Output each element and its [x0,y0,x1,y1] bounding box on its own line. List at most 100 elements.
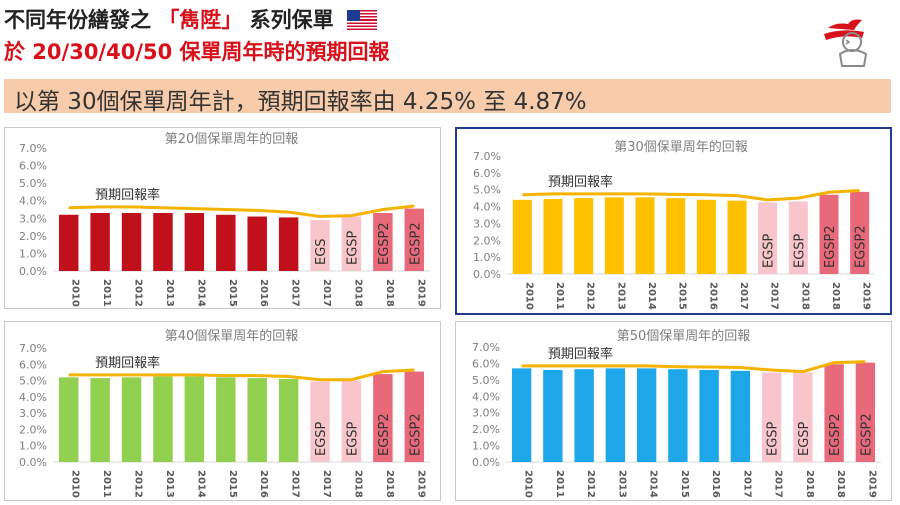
x-tick-label: 2011 [101,470,112,498]
bar [341,216,362,271]
y-tick-label: 6.0% [472,357,500,370]
x-tick-label: 2017 [769,282,780,310]
x-tick-label: 2017 [738,282,749,310]
bar-label: EGSP2 [377,222,392,265]
bar [216,214,236,271]
chart-title: 第50個保單周年的回報 [617,328,751,344]
y-tick-label: 2.0% [473,234,501,247]
chart-20: 第20個保單周年的回報 0.0% 1.0% 2.0% 3.0% 4.0% 5.0% 6.0% 7… [19,131,430,307]
bar-label: EGSP2 [859,413,874,456]
y-tick-label: 5.0% [19,177,47,190]
x-tick-label: 2015 [677,282,688,310]
bar [90,378,110,462]
x-tick-label: 2018 [384,279,395,307]
x-tick-label: 2010 [70,279,81,307]
bar [788,201,808,274]
x-tick-label: 2016 [258,470,269,498]
x-tick-label: 2019 [866,470,877,498]
bar-label: EGSP [797,421,812,456]
title-brand: 「雋陞」 [158,8,243,32]
x-tick-label: 2017 [290,279,301,307]
bar [761,372,782,462]
bar [758,202,778,274]
x-tick-label: 2019 [415,470,426,498]
x-tick-label: 2018 [799,282,810,310]
series-line [68,368,415,382]
bar-label: EGSP2 [408,222,423,265]
y-tick-label: 7.0% [19,142,47,155]
series-line [521,360,866,374]
y-tick-label: 4.0% [473,201,501,214]
y-tick-label: 1.0% [19,440,47,453]
bar [699,370,719,462]
bar [574,369,594,462]
line-label: 預期回報率 [548,346,613,362]
y-tick-label: 3.0% [19,212,47,225]
bar [543,370,563,462]
title-prefix: 不同年份繕發之 [4,8,151,32]
bar-label: EGSP [766,421,781,456]
bar [404,371,425,462]
bar-label: EGSP2 [823,225,838,268]
y-tick-label: 4.0% [19,391,47,404]
bar [58,377,79,462]
x-tick-label: 2015 [227,470,238,498]
bar [184,213,205,271]
y-tick-label: 6.0% [473,167,501,180]
us-flag-icon [346,10,377,30]
y-tick-label: 5.0% [472,374,500,387]
x-tick-label: 2018 [830,282,841,310]
chart-50: 第50個保單周年的回報 0.0% 1.0% 2.0% 3.0% 4.0% 5.0% 6.0% 7… [472,328,881,498]
x-tick-label: 2014 [648,470,659,498]
chart-30: 第30個保單周年的回報 0.0% 1.0% 2.0% 3.0% 4.0% 5.0% 6.0% 7… [473,139,875,310]
y-tick-label: 0.0% [19,456,47,469]
line-label: 預期回報率 [548,174,613,190]
chart-title: 第20個保單周年的回報 [165,131,299,147]
x-tick-label: 2017 [773,470,784,498]
title-suffix: 系列保單 [249,8,334,32]
bar [666,198,686,274]
x-tick-label: 2013 [616,470,627,498]
x-tick-label: 2018 [835,470,846,498]
y-tick-label: 5.0% [473,184,501,197]
x-tick-label: 2012 [133,470,144,498]
y-tick-label: 4.0% [19,195,47,208]
bar [793,372,813,462]
bar [635,197,655,274]
x-tick-label: 2014 [646,282,657,310]
x-tick-label: 2019 [415,279,426,307]
bar-label: EGSP2 [377,413,392,456]
x-tick-label: 2015 [227,279,238,307]
slide-title: 不同年份繕發之 「雋陞」 系列保單 [4,4,377,34]
logo [818,14,884,70]
x-tick-label: 2016 [710,470,721,498]
y-tick-label: 3.0% [473,217,501,230]
bar [727,200,747,274]
x-tick-label: 2011 [554,282,565,310]
bar-label: EGS [314,238,329,265]
bar [153,376,173,462]
x-tick-label: 2013 [164,470,175,498]
bar [636,368,657,462]
x-tick-label: 2015 [679,470,690,498]
bar-label: EGSP2 [408,413,423,456]
x-tick-label: 2018 [384,470,395,498]
y-tick-label: 2.0% [472,423,500,436]
y-tick-label: 6.0% [19,358,47,371]
chart-title: 第30個保單周年的回報 [614,139,748,155]
x-tick-label: 2018 [804,470,815,498]
y-tick-label: 6.0% [19,160,47,173]
flag-canton [346,10,360,21]
banner-text: 以第 30個保單周年計，預期回報率由 4.25% 至 4.87% [14,89,587,115]
x-tick-label: 2017 [290,470,301,498]
x-tick-label: 2012 [585,470,596,498]
bar-label: EGSP [314,421,329,456]
bar [247,378,267,462]
x-tick-label: 2019 [861,282,872,310]
bar [58,214,79,271]
bar [184,376,205,462]
bar-label: EGSP2 [854,225,869,268]
bar [824,364,844,462]
y-tick-label: 2.0% [19,423,47,436]
x-tick-label: 2010 [523,282,534,310]
